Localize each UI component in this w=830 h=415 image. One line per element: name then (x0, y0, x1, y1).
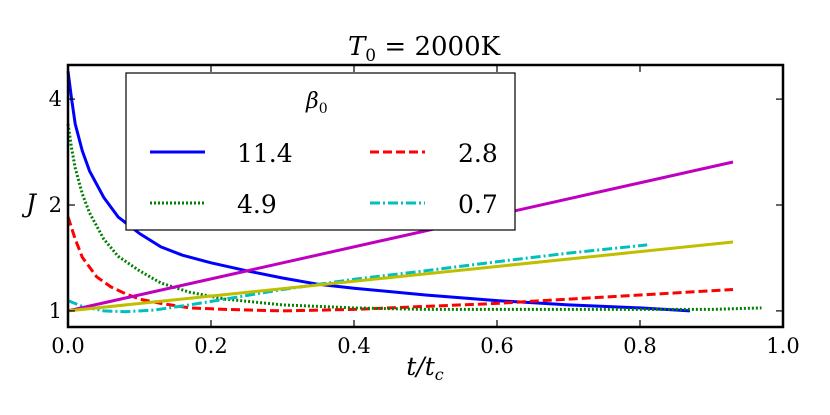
legend-label-4-9: 4.9 (237, 190, 277, 219)
x-tick-label: 0.2 (194, 334, 227, 358)
series-line-unlabeled-5 (67, 240, 734, 313)
series-line-4-9 (66, 123, 762, 311)
axes-frame (66, 63, 785, 329)
series-line-2-8 (66, 216, 734, 313)
y-tick-label: 4 (49, 87, 62, 111)
series-line-11-4 (66, 71, 691, 313)
legend-label-2-8: 2.8 (458, 139, 498, 168)
chart-title: T0 = 2000K (348, 32, 501, 66)
x-tick-label: 0.4 (337, 334, 370, 358)
x-axis-title: t/tc (406, 352, 444, 384)
legend: β0 11.4 2.8 4.9 0.7 (125, 72, 516, 231)
legend-label-11-4: 11.4 (237, 139, 293, 168)
legend-label-0-7: 0.7 (458, 190, 498, 219)
y-tick-label: 2 (49, 193, 62, 217)
x-tick-label: 1.0 (766, 334, 799, 358)
x-tick-label: 0.8 (623, 334, 656, 358)
legend-title: β0 (305, 89, 328, 117)
ticks-layer: 0.0 0.2 0.4 0.6 0.8 1.0 1 2 4 (49, 65, 800, 358)
series-line-unlabeled-4 (67, 160, 734, 313)
y-tick-label: 1 (49, 299, 62, 323)
x-tick-label: 0.6 (480, 334, 513, 358)
series-line-0-7 (67, 243, 648, 314)
x-tick-label: 0.0 (51, 334, 84, 358)
y-axis-title: J (21, 189, 38, 218)
series-layer (66, 71, 762, 314)
